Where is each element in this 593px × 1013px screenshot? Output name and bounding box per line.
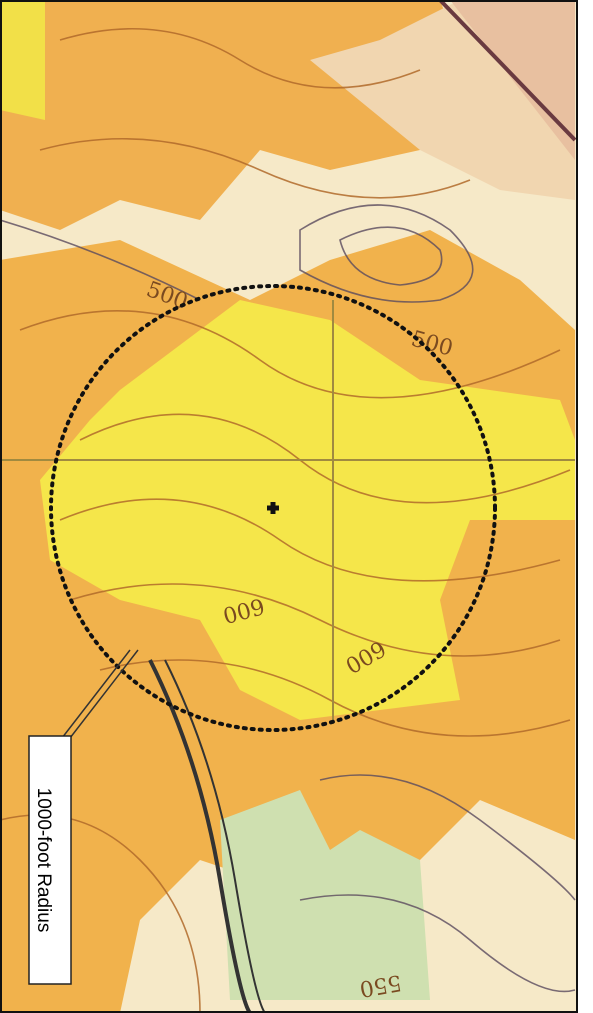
green-zone xyxy=(220,790,430,1000)
margin xyxy=(578,0,593,1013)
yellow-zone xyxy=(40,300,575,720)
radius-circle xyxy=(49,284,497,732)
callout-box xyxy=(28,735,72,985)
contour xyxy=(299,204,474,303)
contour xyxy=(339,226,443,286)
callout-leader xyxy=(61,649,139,739)
center-marker xyxy=(267,502,279,514)
contour xyxy=(19,310,561,399)
callout-label: 1000-foot Radius xyxy=(33,788,54,933)
contour xyxy=(59,27,421,89)
contour xyxy=(319,774,576,901)
contour xyxy=(0,219,201,301)
contour xyxy=(99,659,571,737)
contour xyxy=(59,498,561,582)
road xyxy=(438,0,577,142)
road xyxy=(148,659,252,1013)
contour xyxy=(39,137,471,199)
yellow-zone xyxy=(0,0,45,120)
contour xyxy=(69,583,561,657)
contour xyxy=(299,894,576,993)
map-frame xyxy=(0,0,578,1013)
